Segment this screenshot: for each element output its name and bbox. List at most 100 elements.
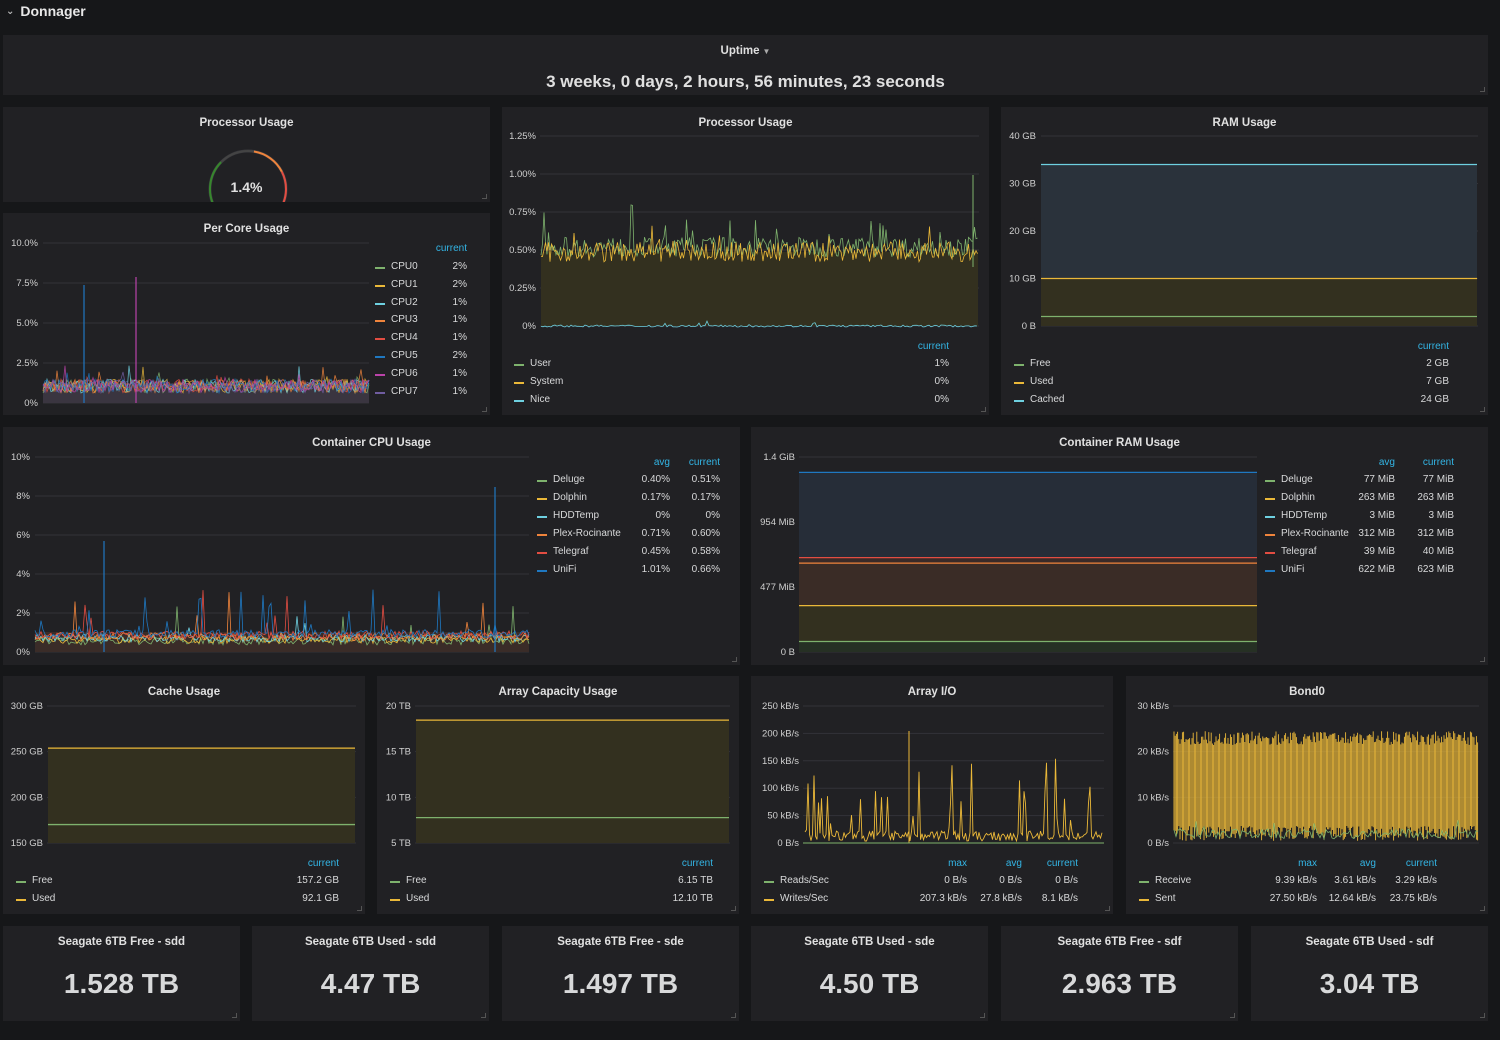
legend-name[interactable]: HDDTemp [553, 510, 600, 521]
legend-item[interactable]: Free 6.15 TB [390, 875, 720, 889]
resize-handle[interactable] [732, 657, 737, 662]
legend-item[interactable]: CPU3 1% [375, 314, 475, 328]
legend-header-current[interactable]: current [1405, 858, 1437, 869]
resize-handle[interactable] [1230, 1013, 1235, 1018]
resize-handle[interactable] [1480, 407, 1485, 412]
legend-header[interactable]: current [307, 858, 339, 869]
legend-header-current[interactable]: current [688, 457, 720, 468]
resize-handle[interactable] [1480, 87, 1485, 92]
legend-name[interactable]: Used [1030, 376, 1054, 387]
legend-name[interactable]: Nice [530, 394, 551, 405]
legend-item[interactable]: Plex-Rocinante 312 MiB 312 MiB [1265, 528, 1467, 542]
resize-handle[interactable] [731, 906, 736, 911]
legend-name[interactable]: Free [1030, 358, 1051, 369]
uptime-title[interactable]: Uptime ▼ [3, 45, 1488, 57]
legend-header-avg[interactable]: avg [1359, 858, 1376, 869]
legend-header[interactable]: current [1417, 341, 1449, 352]
legend-name[interactable]: Receive [1155, 875, 1192, 886]
resize-handle[interactable] [980, 1013, 985, 1018]
legend-header[interactable]: current [917, 341, 949, 352]
legend-item[interactable]: Sent 27.50 kB/s 12.64 kB/s 23.75 kB/s [1139, 893, 1469, 907]
legend-header[interactable]: current [681, 858, 713, 869]
legend-name[interactable]: CPU4 [391, 332, 418, 344]
legend-item[interactable]: CPU6 1% [375, 368, 475, 382]
legend-item[interactable]: Dolphin 0.17% 0.17% [537, 492, 722, 506]
legend-name[interactable]: HDDTemp [1281, 510, 1328, 521]
legend-item[interactable]: CPU4 1% [375, 332, 475, 346]
legend-name[interactable]: Cached [1030, 394, 1065, 405]
legend-name[interactable]: Dolphin [553, 492, 587, 503]
legend-item[interactable]: Used 7 GB [1014, 376, 1469, 390]
resize-handle[interactable] [482, 407, 487, 412]
resize-handle[interactable] [1105, 906, 1110, 911]
resize-handle[interactable] [482, 194, 487, 199]
legend-header-current[interactable]: current [1046, 858, 1078, 869]
legend-name[interactable]: System [530, 376, 564, 387]
resize-handle[interactable] [481, 1013, 486, 1018]
legend-name[interactable]: Sent [1155, 893, 1176, 904]
resize-handle[interactable] [1480, 1013, 1485, 1018]
legend-name[interactable]: Telegraf [1281, 546, 1317, 557]
legend-header-avg[interactable]: avg [1005, 858, 1022, 869]
legend-name[interactable]: Free [406, 875, 427, 886]
legend-name[interactable]: CPU0 [391, 261, 418, 272]
legend-name[interactable]: Plex-Rocinante [1281, 528, 1349, 539]
legend-name[interactable]: Writes/Sec [780, 893, 829, 904]
legend-name[interactable]: Deluge [1281, 474, 1313, 485]
legend-name[interactable]: Used [32, 893, 56, 904]
resize-handle[interactable] [981, 407, 986, 412]
legend-name[interactable]: Free [32, 875, 53, 886]
legend-name[interactable]: Deluge [553, 474, 585, 485]
chevron-down-icon[interactable]: ⌄ [6, 5, 15, 17]
legend-name[interactable]: CPU5 [391, 350, 418, 361]
legend-item[interactable]: Telegraf 39 MiB 40 MiB [1265, 546, 1467, 560]
legend-name[interactable]: UniFi [1281, 564, 1305, 575]
legend-item[interactable]: User 1% [514, 358, 969, 372]
legend-item[interactable]: Nice 0% [514, 394, 969, 408]
legend-item[interactable]: CPU5 2% [375, 350, 475, 364]
legend-name[interactable]: User [530, 358, 552, 369]
row-title[interactable]: ⌄ Donnager [6, 3, 86, 19]
resize-handle[interactable] [731, 1013, 736, 1018]
legend-header-avg[interactable]: avg [653, 457, 670, 468]
legend-name[interactable]: Plex-Rocinante [553, 528, 621, 539]
legend-name[interactable]: CPU6 [391, 367, 418, 379]
legend-item[interactable]: Deluge 77 MiB 77 MiB [1265, 474, 1467, 488]
resize-handle[interactable] [1480, 906, 1485, 911]
legend-header-avg[interactable]: avg [1378, 457, 1395, 468]
legend-item[interactable]: UniFi 1.01% 0.66% [537, 564, 722, 578]
legend-header-current[interactable]: current [1422, 457, 1454, 468]
legend-name[interactable]: CPU2 [391, 296, 418, 308]
legend-item[interactable]: System 0% [514, 376, 969, 390]
legend-item[interactable]: Reads/Sec 0 B/s 0 B/s 0 B/s [764, 875, 1094, 889]
legend-name[interactable]: CPU7 [391, 385, 418, 397]
legend-item[interactable]: CPU2 1% [375, 297, 475, 311]
legend-name[interactable]: UniFi [553, 564, 577, 575]
legend-name[interactable]: CPU1 [391, 278, 418, 290]
legend-item[interactable]: Used 92.1 GB [16, 893, 346, 907]
legend-item[interactable]: Dolphin 263 MiB 263 MiB [1265, 492, 1467, 506]
legend-header-max[interactable]: max [948, 858, 967, 869]
legend-name[interactable]: Reads/Sec [780, 875, 829, 886]
resize-handle[interactable] [232, 1013, 237, 1018]
uptime-title-text[interactable]: Uptime [720, 45, 760, 57]
legend-name[interactable]: Telegraf [553, 546, 589, 557]
legend-item[interactable]: CPU0 2% [375, 261, 475, 275]
legend-item[interactable]: HDDTemp 0% 0% [537, 510, 722, 524]
legend-name[interactable]: Dolphin [1281, 492, 1315, 503]
legend-item[interactable]: UniFi 622 MiB 623 MiB [1265, 564, 1467, 578]
legend-item[interactable]: Plex-Rocinante 0.71% 0.60% [537, 528, 722, 542]
legend-item[interactable]: Telegraf 0.45% 0.58% [537, 546, 722, 560]
legend-item[interactable]: CPU1 2% [375, 279, 475, 293]
legend-name[interactable]: CPU3 [391, 314, 418, 326]
legend-item[interactable]: Cached 24 GB [1014, 394, 1469, 408]
legend-item[interactable]: Free 2 GB [1014, 358, 1469, 372]
legend-item[interactable]: Deluge 0.40% 0.51% [537, 474, 722, 488]
resize-handle[interactable] [1480, 657, 1485, 662]
legend-header-max[interactable]: max [1298, 858, 1317, 869]
resize-handle[interactable] [357, 906, 362, 911]
legend-item[interactable]: Writes/Sec 207.3 kB/s 27.8 kB/s 8.1 kB/s [764, 893, 1094, 907]
legend-header[interactable]: current [435, 243, 467, 254]
legend-item[interactable]: CPU7 1% [375, 386, 475, 400]
legend-name[interactable]: Used [406, 893, 430, 904]
